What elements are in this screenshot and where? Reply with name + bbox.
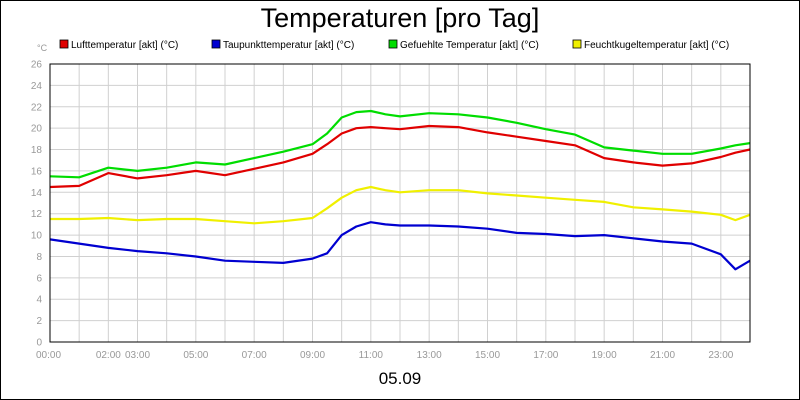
y-tick-label: 2 (36, 316, 42, 327)
series-line-3 (49, 109, 751, 179)
y-tick-label: 4 (36, 295, 42, 306)
y-tick-label: 12 (31, 209, 43, 220)
legend-label-4: Feuchtkugeltemperatur [akt] (°C) (584, 40, 729, 51)
chart-title: Temperaturen [pro Tag] (261, 3, 540, 33)
y-tick-label: 10 (31, 231, 43, 242)
y-tick-label: 24 (31, 81, 43, 92)
x-tick-label: 05:00 (183, 350, 208, 361)
x-tick-label: 19:00 (592, 350, 617, 361)
date-label: 05.09 (379, 369, 422, 388)
y-tick-label: 0 (36, 338, 42, 349)
y-tick-label: 18 (31, 145, 43, 156)
x-tick-label: 11:00 (359, 350, 384, 361)
series-line-4 (50, 185, 751, 225)
x-tick-label: 00:00 (36, 350, 61, 361)
x-tick-label: 21:00 (650, 350, 675, 361)
plot-border-top (49, 63, 751, 343)
y-tick-label: 22 (31, 102, 43, 113)
legend-swatch-2 (211, 39, 221, 49)
legend-swatch-4 (572, 39, 582, 49)
legend: Lufttemperatur [akt] (°C) Taupunkttempera… (59, 39, 729, 51)
legend-swatch-1 (59, 39, 69, 49)
y-tick-label: 6 (36, 273, 42, 284)
x-tick-label: 15:00 (475, 350, 500, 361)
series-group (49, 63, 751, 343)
y-tick-label: 8 (36, 252, 42, 263)
x-axis: 00:00 02:00 03:00 05:00 07:00 09:00 11:00 13:00… (36, 350, 734, 361)
y-tick-label: 14 (31, 188, 43, 199)
x-tick-label: 17:00 (533, 350, 558, 361)
legend-label-3: Gefuehlte Temperatur [akt] (°C) (400, 40, 539, 51)
x-tick-label: 23:00 (708, 350, 733, 361)
x-tick-label: 09:00 (300, 350, 325, 361)
y-tick-label: 20 (31, 124, 43, 135)
x-tick-label: 03:00 (125, 350, 150, 361)
series-line-1 (49, 124, 751, 189)
x-tick-label: 07:00 (242, 350, 267, 361)
series-line-2 (49, 221, 751, 271)
y-axis-unit: °C (37, 43, 48, 53)
x-tick-label: 02:00 (96, 350, 121, 361)
y-tick-label: 26 (31, 60, 43, 71)
legend-label-1: Lufttemperatur [akt] (°C) (71, 40, 178, 51)
legend-label-2: Taupunkttemperatur [akt] (°C) (223, 40, 354, 51)
x-tick-label: 13:00 (417, 350, 442, 361)
legend-swatch-3 (388, 39, 398, 49)
y-tick-label: 16 (31, 166, 43, 177)
